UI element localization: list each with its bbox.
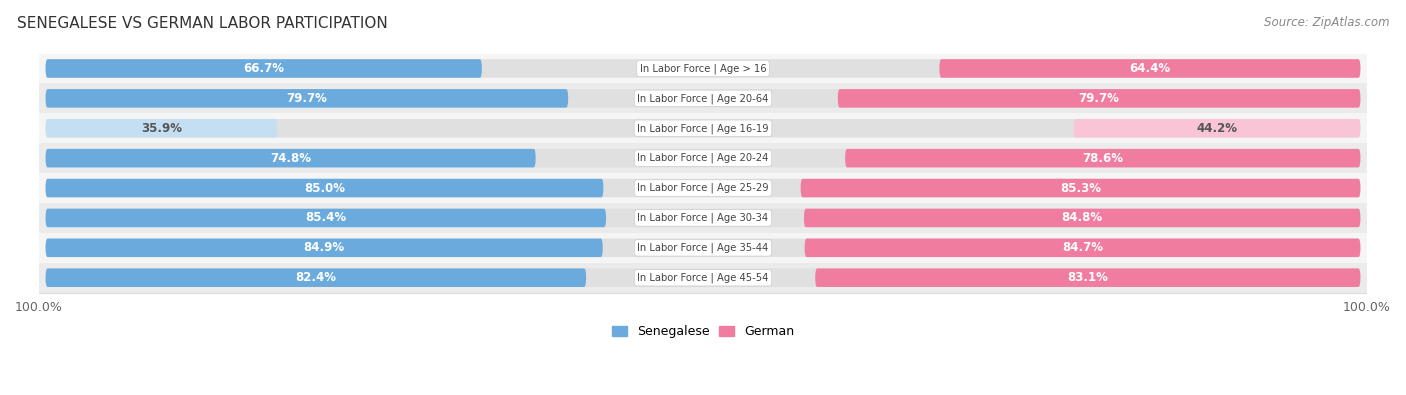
- FancyBboxPatch shape: [45, 179, 603, 198]
- Text: 85.3%: 85.3%: [1060, 182, 1101, 195]
- Bar: [39, 113, 1367, 143]
- FancyBboxPatch shape: [45, 209, 1361, 227]
- FancyBboxPatch shape: [838, 89, 1361, 107]
- FancyBboxPatch shape: [45, 239, 1361, 257]
- FancyBboxPatch shape: [845, 149, 1361, 167]
- Text: In Labor Force | Age > 16: In Labor Force | Age > 16: [640, 63, 766, 74]
- Bar: [39, 233, 1367, 263]
- FancyBboxPatch shape: [45, 89, 1361, 107]
- FancyBboxPatch shape: [45, 209, 606, 227]
- Text: 83.1%: 83.1%: [1067, 271, 1108, 284]
- Text: In Labor Force | Age 30-34: In Labor Force | Age 30-34: [637, 213, 769, 223]
- Text: In Labor Force | Age 45-54: In Labor Force | Age 45-54: [637, 273, 769, 283]
- Bar: [39, 263, 1367, 293]
- Text: 84.7%: 84.7%: [1062, 241, 1104, 254]
- FancyBboxPatch shape: [45, 149, 536, 167]
- FancyBboxPatch shape: [45, 239, 603, 257]
- FancyBboxPatch shape: [804, 209, 1361, 227]
- Text: 79.7%: 79.7%: [287, 92, 328, 105]
- Text: 35.9%: 35.9%: [141, 122, 181, 135]
- FancyBboxPatch shape: [815, 269, 1361, 287]
- Text: SENEGALESE VS GERMAN LABOR PARTICIPATION: SENEGALESE VS GERMAN LABOR PARTICIPATION: [17, 16, 388, 31]
- Text: 85.4%: 85.4%: [305, 211, 346, 224]
- Legend: Senegalese, German: Senegalese, German: [606, 320, 800, 343]
- FancyBboxPatch shape: [800, 179, 1361, 198]
- Text: In Labor Force | Age 20-24: In Labor Force | Age 20-24: [637, 153, 769, 164]
- FancyBboxPatch shape: [939, 59, 1361, 78]
- FancyBboxPatch shape: [45, 89, 568, 107]
- FancyBboxPatch shape: [804, 239, 1361, 257]
- FancyBboxPatch shape: [45, 269, 1361, 287]
- Bar: [39, 173, 1367, 203]
- Text: In Labor Force | Age 35-44: In Labor Force | Age 35-44: [637, 243, 769, 253]
- FancyBboxPatch shape: [45, 179, 1361, 198]
- Text: 74.8%: 74.8%: [270, 152, 311, 165]
- Text: 66.7%: 66.7%: [243, 62, 284, 75]
- Bar: [39, 143, 1367, 173]
- Bar: [39, 83, 1367, 113]
- Text: 79.7%: 79.7%: [1078, 92, 1119, 105]
- Text: In Labor Force | Age 20-64: In Labor Force | Age 20-64: [637, 93, 769, 103]
- FancyBboxPatch shape: [45, 59, 482, 78]
- Text: 84.9%: 84.9%: [304, 241, 344, 254]
- Text: In Labor Force | Age 16-19: In Labor Force | Age 16-19: [637, 123, 769, 134]
- Text: 85.0%: 85.0%: [304, 182, 344, 195]
- FancyBboxPatch shape: [45, 59, 1361, 78]
- Text: 78.6%: 78.6%: [1083, 152, 1123, 165]
- FancyBboxPatch shape: [1074, 119, 1361, 137]
- Text: 82.4%: 82.4%: [295, 271, 336, 284]
- FancyBboxPatch shape: [45, 119, 1361, 137]
- Bar: [39, 203, 1367, 233]
- Text: In Labor Force | Age 25-29: In Labor Force | Age 25-29: [637, 183, 769, 193]
- FancyBboxPatch shape: [45, 149, 1361, 167]
- Text: 84.8%: 84.8%: [1062, 211, 1102, 224]
- Bar: [39, 54, 1367, 83]
- Text: 64.4%: 64.4%: [1129, 62, 1170, 75]
- FancyBboxPatch shape: [45, 269, 586, 287]
- Text: 44.2%: 44.2%: [1197, 122, 1237, 135]
- FancyBboxPatch shape: [45, 119, 277, 137]
- Text: Source: ZipAtlas.com: Source: ZipAtlas.com: [1264, 16, 1389, 29]
